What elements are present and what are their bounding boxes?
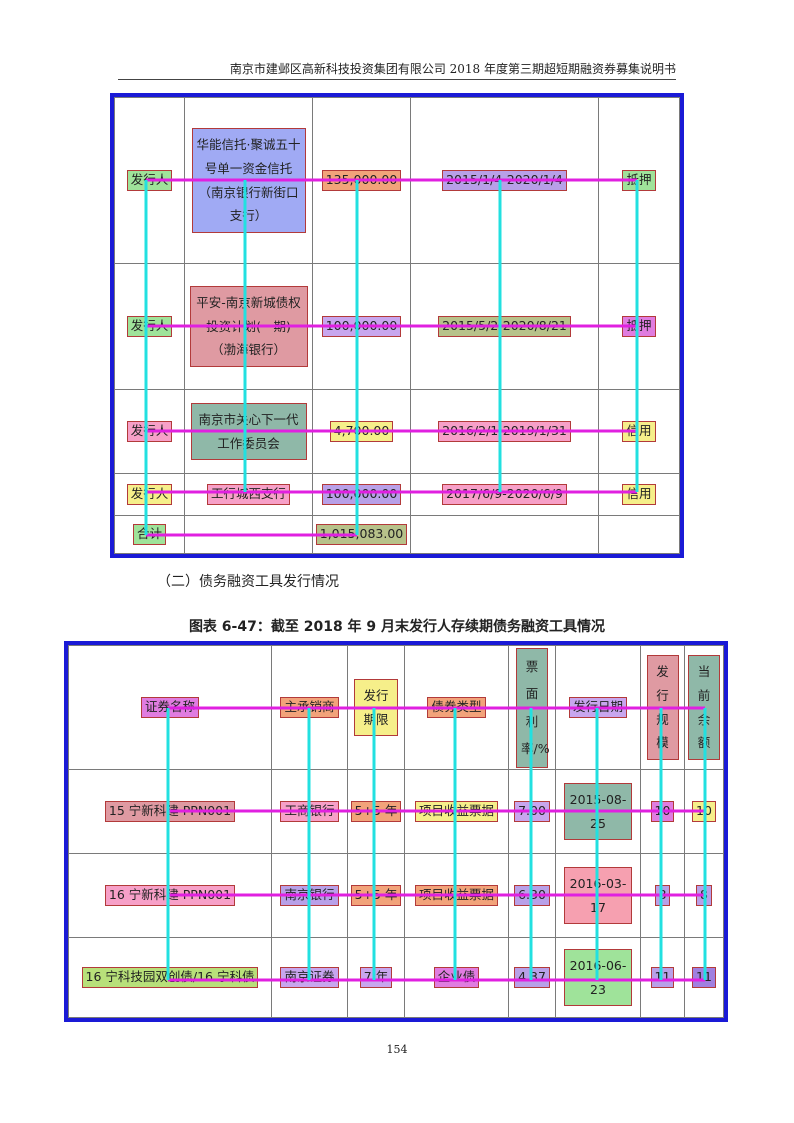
loan-table: 发行人 华能信托·聚诚五十号单一资金信托（南京银行新街口支行） 135,000.… (110, 93, 684, 558)
figure-caption: 图表 6-47：截至 2018 年 9 月末发行人存续期债务融资工具情况 (188, 619, 606, 635)
underwriter-cell: 南京证券 (280, 967, 339, 988)
borrower-cell: 发行人 (126, 316, 173, 337)
term-cell: 2016/2/1-2019/1/31 (438, 421, 571, 442)
scale-cell: 11 (650, 967, 675, 988)
table-row: 发行人 南京市关心下一代工作委员会 4,700.00 2016/2/1-2019… (114, 389, 680, 474)
lender-cell: 南京市关心下一代工作委员会 (190, 402, 307, 461)
underwriter-cell: 工商银行 (280, 801, 339, 822)
guarantee-cell: 抵押 (622, 316, 656, 337)
lender-cell: 工行城西支行 (206, 484, 290, 505)
table-row: 发行人 华能信托·聚诚五十号单一资金信托（南京银行新街口支行） 135,000.… (114, 97, 680, 264)
type-cell: 项目收益票据 (414, 885, 498, 906)
term-cell: 2015/1/4-2020/1/4 (442, 170, 567, 191)
rate-cell: 7.00 (514, 801, 550, 822)
total-label: 合计 (132, 524, 166, 545)
guarantee-cell: 抵押 (622, 170, 656, 191)
borrower-cell: 发行人 (126, 170, 173, 191)
type-cell: 企业债 (433, 967, 480, 988)
balance-cell: 8 (696, 885, 712, 906)
running-header: 南京市建邺区高新科技投资集团有限公司 2018 年度第三期超短期融资券募集说明书 (229, 62, 676, 76)
table-row: 15 宁新科建 PPN001 工商银行 5+5 年 项目收益票据 7.00 20… (68, 769, 724, 854)
balance-cell: 11 (692, 967, 716, 988)
table-row: 16 宁科技园双创债/16 宁科债 南京证券 7 年 企业债 4.37 2016… (68, 937, 724, 1018)
type-cell: 项目收益票据 (414, 801, 498, 822)
amount-cell: 100,000.00 (321, 316, 402, 337)
term-cell: 2017/6/9-2020/6/9 (442, 484, 567, 505)
term-cell: 7 年 (359, 967, 393, 988)
amount-cell: 4,700.00 (329, 421, 394, 442)
borrower-cell: 发行人 (126, 484, 173, 505)
header-type: 债券类型 (427, 697, 486, 718)
header-rule (118, 79, 676, 80)
header-underwriter: 主承销商 (280, 697, 339, 718)
date-cell: 2015-08-25 (564, 782, 632, 841)
rate-cell: 6.30 (514, 885, 550, 906)
amount-cell: 100,000.00 (321, 484, 402, 505)
lender-cell: 平安-南京新城债权投资计划(一期)（渤海银行） (189, 285, 308, 368)
date-cell: 2016-03-17 (564, 866, 632, 925)
header-name: 证券名称 (140, 697, 199, 718)
name-cell: 16 宁新科建 PPN001 (104, 885, 236, 906)
section-title: （二）债务融资工具发行情况 (157, 574, 339, 590)
header-date: 发行日期 (568, 697, 627, 718)
term-cell: 5+5 年 (350, 885, 402, 906)
lender-cell: 华能信托·聚诚五十号单一资金信托（南京银行新街口支行） (191, 128, 306, 233)
header-rate: 票面利率/% (516, 647, 550, 768)
header-balance: 当前余额 (688, 655, 720, 760)
table-row: 发行人 平安-南京新城债权投资计划(一期)（渤海银行） 100,000.00 2… (114, 263, 680, 390)
rate-cell: 4.37 (514, 967, 550, 988)
header-row: 证券名称 主承销商 发行期限 债券类型 票面利率/% 发行日期 发行规模 当前余… (68, 645, 724, 770)
header-scale: 发行规模 (646, 655, 679, 760)
scale-cell: 10 (650, 801, 675, 822)
balance-cell: 10 (692, 801, 716, 822)
guarantee-cell: 信用 (622, 484, 656, 505)
name-cell: 16 宁科技园双创债/16 宁科债 (81, 967, 259, 988)
borrower-cell: 发行人 (126, 421, 173, 442)
debt-instrument-table: 证券名称 主承销商 发行期限 债券类型 票面利率/% 发行日期 发行规模 当前余… (64, 641, 728, 1022)
scale-cell: 8 (654, 885, 671, 906)
date-cell: 2016-06-23 (564, 948, 632, 1007)
page-number: 154 (386, 1043, 408, 1056)
guarantee-cell: 信用 (622, 421, 656, 442)
table-row: 发行人 工行城西支行 100,000.00 2017/6/9-2020/6/9 … (114, 473, 680, 516)
amount-cell: 135,000.00 (321, 170, 402, 191)
total-row: 合计 1,015,083.00 (114, 515, 680, 554)
term-cell: 5+5 年 (350, 801, 402, 822)
term-cell: 2015/5/2-2020/8/21 (438, 316, 571, 337)
total-amount: 1,015,083.00 (315, 524, 408, 545)
name-cell: 15 宁新科建 PPN001 (104, 801, 236, 822)
underwriter-cell: 南京银行 (280, 885, 339, 906)
table-row: 16 宁新科建 PPN001 南京银行 5+5 年 项目收益票据 6.30 20… (68, 853, 724, 938)
header-term: 发行期限 (354, 678, 398, 737)
